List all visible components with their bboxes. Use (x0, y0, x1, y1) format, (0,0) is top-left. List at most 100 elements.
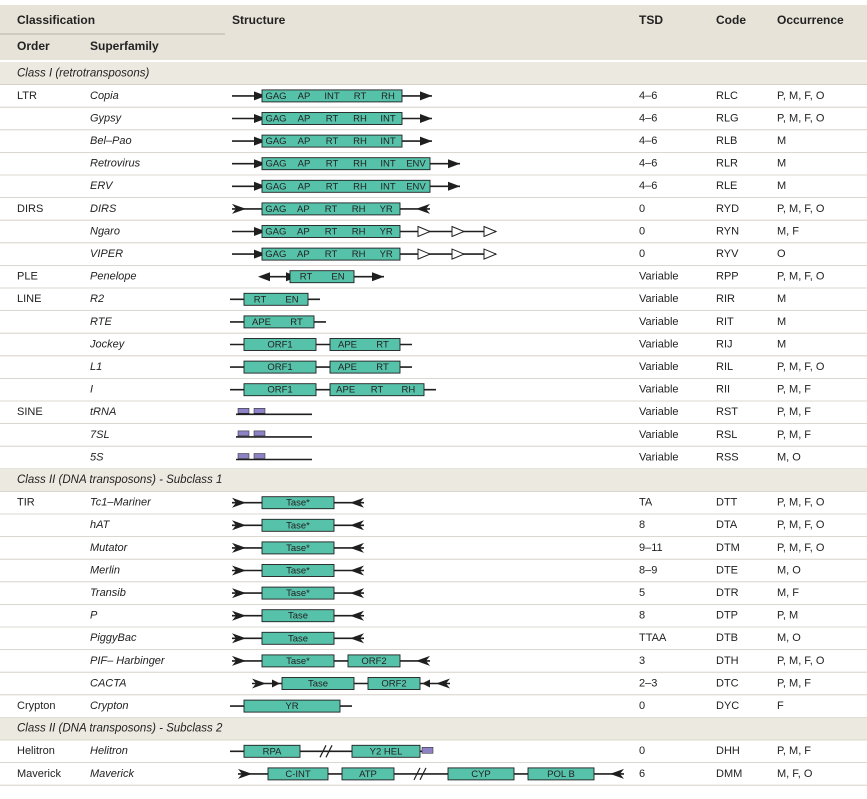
tir-left (252, 678, 266, 689)
code-cell: RIL (716, 361, 733, 373)
superfamily-cell: ERV (90, 180, 114, 192)
ltr-arrowhead (254, 227, 266, 236)
table-row: Jockey Variable RIJ M ORF1 APE RT (0, 338, 867, 357)
domain-label: RH (353, 159, 367, 170)
ltr-arrowhead (254, 114, 266, 123)
section-row: Class II (DNA transposons) - Subclass 2 (0, 717, 867, 741)
table-row: VIPER 0 RYV O GAG AP RT RH YR (0, 247, 867, 266)
tir-left (232, 655, 246, 666)
table-row: 5S Variable RSS M, O (0, 451, 867, 470)
code-cell: RIT (716, 316, 734, 328)
occurrence-cell: P, M, F (777, 384, 811, 396)
ltr-arrowhead (448, 181, 460, 191)
domain-label: RT (376, 340, 389, 351)
code-cell: RLB (716, 135, 737, 147)
occurrence-cell: P, M (777, 610, 798, 622)
domain-label: RT (300, 272, 313, 283)
tsd-cell: 0 (639, 700, 645, 712)
superfamily-cell: 7SL (90, 429, 110, 441)
domain-label: GAG (265, 249, 286, 260)
protein-domain-box (261, 134, 403, 148)
domain-label: GAG (265, 181, 286, 192)
open-arrowhead (483, 225, 498, 238)
domain-label: APE (338, 362, 357, 373)
table-row: Merlin 8–9 DTE M, O Tase* (0, 564, 867, 583)
tir-left (232, 497, 246, 508)
ltr-arrowhead (420, 136, 432, 146)
occurrence-cell: P, M, F (777, 677, 811, 689)
domain-label: YR (285, 701, 298, 712)
table-row: L1 Variable RIL P, M, F, O ORF1 APE RT (0, 360, 867, 379)
code-cell: RST (716, 406, 738, 418)
protein-domain-box (261, 157, 431, 171)
order-cell: Helitron (17, 745, 55, 757)
section-bg (0, 62, 867, 85)
header-occurrence: Occurrence (777, 13, 844, 27)
table-row: I Variable RII P, M, F ORF1 APE RT RH (0, 383, 867, 402)
occurrence-cell: P, M, F, O (777, 90, 825, 102)
table-row: CACTA 2–3 DTC P, M, F Tase ORF2 (0, 677, 867, 696)
section-row: Class I (retrotransposons) (0, 62, 867, 85)
domain-label: EN (285, 294, 298, 305)
code-cell: RPP (716, 271, 739, 283)
domain-label: AP (297, 249, 310, 260)
domain-label: GAG (265, 159, 286, 170)
domain-label: ORF1 (267, 385, 292, 396)
tir-right (416, 655, 430, 666)
hairpin-block (421, 747, 434, 754)
sine-block (237, 408, 250, 414)
occurrence-cell: O (777, 248, 786, 260)
domain-label: AP (298, 91, 311, 102)
table-row: Crypton Crypton 0 DYC F YR (0, 699, 867, 718)
protein-domain-box (261, 518, 335, 532)
protein-domain-box (329, 360, 401, 374)
code-cell: RSS (716, 451, 739, 463)
ltr-arrowhead (254, 91, 266, 101)
table-row: PIF– Harbinger 3 DTH P, M, F, O Tase* ORF2 (0, 654, 867, 673)
superfamily-cell: Penelope (90, 271, 137, 283)
domain-label: ENV (406, 181, 426, 192)
tsd-cell: 5 (639, 587, 645, 599)
tsd-cell: TA (639, 497, 653, 509)
table-row: SINE tRNA Variable RST P, M, F (0, 406, 867, 425)
domain-label: RH (401, 385, 415, 396)
structure-diagram: GAG AP RT RH YR (232, 247, 498, 261)
header-order: Order (17, 39, 50, 53)
tsd-cell: 4–6 (639, 158, 657, 170)
structure-diagram: RPA Y2 HEL (230, 744, 434, 758)
tsd-cell: 8 (639, 519, 645, 531)
protein-domain-box (243, 383, 317, 397)
tir-right (350, 520, 364, 531)
structure-diagram: Tase* ORF2 (232, 654, 430, 668)
occurrence-cell: P, M, F, O (777, 542, 825, 554)
table-row: RTE Variable RIT M APE RT (0, 315, 867, 334)
sine-block (237, 430, 250, 437)
tir-right (350, 565, 364, 576)
tsd-cell: 0 (639, 745, 645, 757)
tsd-cell: 8 (639, 610, 645, 622)
structure-diagram: Tase* (232, 564, 364, 577)
domain-label: Tase (308, 679, 328, 690)
protein-domain-box (243, 360, 317, 374)
protein-domain-box (261, 631, 335, 645)
tsd-cell: Variable (639, 406, 679, 418)
structure-diagram (236, 430, 312, 438)
structure-diagram: RT EN (230, 292, 320, 306)
protein-domain-box (261, 609, 335, 623)
occurrence-cell: P, M, F, O (777, 655, 825, 667)
table-row: Maverick Maverick 6 DMM M, F, O C-INT ATP CYP PO… (0, 767, 867, 786)
superfamily-cell: DIRS (90, 203, 117, 215)
superfamily-cell: tRNA (90, 406, 116, 418)
tsd-cell: Variable (639, 384, 679, 396)
protein-domain-box (261, 179, 431, 193)
tir-right (436, 678, 450, 689)
tsd-cell: Variable (639, 293, 679, 305)
domain-label: CYP (471, 769, 491, 780)
superfamily-cell: Gypsy (90, 112, 123, 124)
protein-domain-box (261, 541, 335, 555)
ltr-arrowhead (448, 159, 460, 169)
table-row: PLE Penelope Variable RPP P, M, F, O RT EN (0, 270, 867, 289)
domain-label: RT (326, 136, 339, 147)
domain-label: ATP (359, 769, 377, 780)
